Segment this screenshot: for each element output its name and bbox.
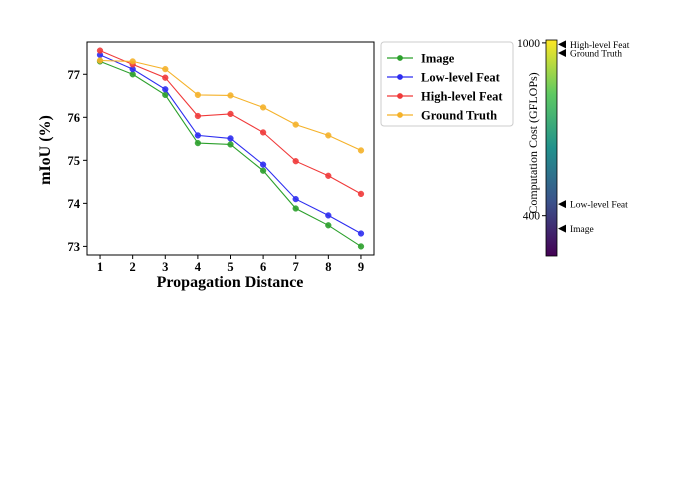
- x-tick-label: 4: [195, 260, 202, 274]
- data-point: [194, 112, 202, 120]
- data-point: [162, 86, 169, 93]
- y-axis-title: mIoU (%): [37, 115, 54, 185]
- y-tick-label: 76: [68, 111, 81, 125]
- colorbar-annotation-label: Low-level Feat: [570, 201, 628, 211]
- data-point: [227, 92, 234, 99]
- legend-item: High-level Feat: [387, 90, 503, 104]
- legend-label: Ground Truth: [421, 109, 497, 123]
- data-point: [292, 205, 299, 212]
- legend-frame: [380, 41, 514, 127]
- data-point: [357, 243, 365, 250]
- plot-lines: [96, 47, 365, 250]
- legend: Image Low-level Feat High-level Feat Ground…: [380, 41, 514, 127]
- data-point: [259, 167, 267, 174]
- data-point: [194, 139, 202, 147]
- x-tick-label: 3: [162, 260, 168, 274]
- series-line: [99, 50, 362, 195]
- colorbar-annotation-label: High-level Feat: [570, 41, 630, 51]
- x-tick-label: 6: [260, 260, 266, 274]
- data-point: [292, 158, 299, 165]
- data-point: [259, 104, 267, 111]
- x-tick-label: 1: [97, 260, 103, 274]
- colorbar-annotation-label: Ground Truth: [570, 49, 622, 59]
- data-point: [292, 195, 299, 203]
- x-tick-label: 5: [227, 260, 233, 274]
- colorbar-title: Computation Cost (GFLOPs): [526, 72, 540, 213]
- colorbar-gradient: [545, 39, 558, 257]
- legend-label: High-level Feat: [421, 90, 503, 104]
- colorbar-annotation-label: Image: [570, 225, 594, 235]
- y-tick-label: 73: [68, 240, 81, 254]
- x-tick-label: 9: [358, 260, 364, 274]
- x-axis: 1 2 3 4 5 6 7 8 9: [97, 255, 364, 274]
- data-point: [194, 91, 202, 99]
- data-point: [227, 141, 234, 148]
- data-point: [194, 132, 202, 139]
- y-tick-label: 74: [68, 197, 81, 211]
- series-high-level-feat: [96, 47, 365, 198]
- legend-swatch-marker: [397, 112, 403, 118]
- data-point: [129, 58, 136, 65]
- legend-swatch-marker: [397, 93, 403, 99]
- series-line: [99, 60, 362, 247]
- data-point: [96, 57, 104, 64]
- x-axis-title: Propagation Distance: [157, 274, 304, 291]
- data-point: [292, 121, 299, 128]
- data-point: [357, 147, 365, 154]
- colorbar-annotation: Image: [558, 224, 594, 235]
- y-axis: 73 74 75 76 77: [68, 68, 87, 254]
- data-point: [162, 65, 169, 73]
- y-tick-label: 77: [68, 68, 81, 82]
- legend-item: Image: [387, 52, 455, 66]
- data-point: [325, 212, 332, 219]
- colorbar-annotation: High-level Feat: [558, 40, 630, 51]
- legend-label: Low-level Feat: [421, 71, 501, 85]
- colorbar-tick-label: 400: [523, 211, 541, 223]
- triangle-pointer-icon: [558, 48, 566, 57]
- data-point: [259, 129, 267, 136]
- legend-swatch-marker: [397, 55, 403, 61]
- data-point: [96, 47, 104, 54]
- data-point: [325, 222, 332, 229]
- triangle-pointer-icon: [558, 40, 566, 49]
- data-point: [129, 71, 136, 78]
- data-point: [357, 190, 365, 198]
- series-image: [96, 58, 365, 250]
- data-point: [227, 110, 234, 118]
- data-point: [325, 132, 332, 139]
- x-tick-label: 2: [130, 260, 136, 274]
- data-point: [259, 161, 267, 168]
- colorbar-annotation: Low-level Feat: [558, 200, 628, 211]
- colorbar-ticks: 400 1000: [517, 38, 546, 223]
- legend-item: Low-level Feat: [387, 71, 501, 85]
- y-tick-label: 75: [68, 154, 81, 168]
- colorbar-tick-label: 1000: [517, 38, 540, 50]
- x-tick-label: 7: [293, 260, 299, 274]
- triangle-pointer-icon: [558, 224, 566, 233]
- colorbar-annotation: Ground Truth: [558, 48, 622, 59]
- triangle-pointer-icon: [558, 200, 566, 209]
- data-point: [325, 172, 332, 179]
- data-point: [357, 230, 365, 237]
- legend-item: Ground Truth: [387, 109, 497, 123]
- legend-swatch-marker: [397, 74, 403, 80]
- x-tick-label: 8: [325, 260, 331, 274]
- data-point: [227, 135, 234, 142]
- line-chart: 1 2 3 4 5 6 7 8 9 73 74 75 76 77 Propagation Distanc…: [37, 41, 514, 291]
- series-ground-truth: [96, 57, 365, 154]
- legend-label: Image: [421, 52, 455, 66]
- data-point: [162, 74, 169, 81]
